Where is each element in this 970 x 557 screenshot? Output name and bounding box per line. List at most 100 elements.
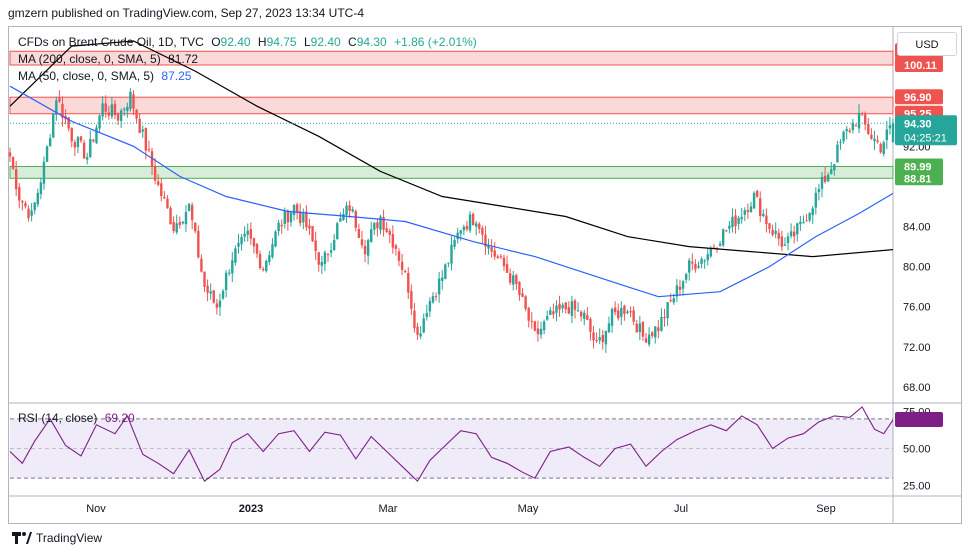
- time-tick-label: Sep: [816, 503, 836, 515]
- candle-body: [379, 216, 382, 230]
- candle-body: [650, 332, 654, 336]
- candle-body: [586, 315, 589, 320]
- price-tick-label: 72.00: [903, 342, 931, 354]
- candle-body: [224, 272, 228, 291]
- candle-body: [583, 312, 586, 319]
- rsi-line: [9, 406, 894, 482]
- candle-body: [848, 130, 851, 132]
- candle-body: [277, 222, 280, 232]
- candle-body: [521, 293, 524, 297]
- candle-body: [308, 225, 311, 229]
- candle-body: [549, 310, 552, 315]
- candle-body: [817, 189, 821, 193]
- candle-body: [879, 144, 882, 153]
- candle-body: [481, 227, 484, 235]
- candle-body: [416, 326, 419, 335]
- candle-body: [678, 286, 682, 290]
- candle-body: [502, 257, 506, 267]
- candle-body: [533, 321, 537, 331]
- candle-body: [231, 260, 234, 274]
- candles: [8, 88, 895, 353]
- candle-body: [471, 213, 475, 226]
- candle-body: [654, 326, 657, 338]
- candle-body: [413, 310, 416, 329]
- candle-body: [833, 164, 836, 171]
- candle-body: [755, 190, 759, 197]
- candle-body: [197, 230, 200, 258]
- candle-body: [867, 123, 870, 134]
- ma200-legend: MA (200, close, 0, SMA, 5) 81.72: [18, 52, 202, 66]
- candle-body: [826, 174, 830, 182]
- candle-body: [530, 320, 533, 322]
- candle-body: [505, 264, 509, 273]
- candle-body: [203, 271, 206, 287]
- candle-body: [570, 301, 574, 317]
- candle-body: [441, 277, 444, 281]
- candle-body: [783, 244, 787, 246]
- publisher-info: gmzern published on TradingView.com, Sep…: [8, 6, 364, 20]
- candle-body: [14, 169, 18, 190]
- candle-body: [228, 272, 231, 274]
- candle-body: [762, 213, 765, 217]
- candle-body: [851, 122, 855, 131]
- candle-body: [391, 234, 395, 248]
- candle-body: [422, 318, 425, 333]
- candle-body: [268, 255, 271, 263]
- candle-body: [638, 323, 642, 333]
- candle-body: [796, 223, 799, 235]
- ma50-legend: MA (50, close, 0, SMA, 5) 87.25: [18, 69, 195, 83]
- candle-body: [30, 210, 33, 216]
- candle-body: [542, 321, 546, 331]
- candle-body: [437, 278, 441, 295]
- candle-body: [728, 225, 731, 229]
- candle-body: [36, 192, 39, 205]
- candle-body: [370, 229, 373, 243]
- candle-body: [336, 223, 339, 239]
- candle-body: [299, 211, 302, 224]
- candle-body: [746, 209, 750, 212]
- candle-body: [842, 131, 845, 142]
- candle-body: [620, 307, 623, 317]
- candle-body: [58, 98, 61, 102]
- candle-body: [286, 210, 290, 223]
- candle-body: [752, 192, 756, 209]
- candle-body: [141, 129, 144, 132]
- price-tick-label: 68.00: [903, 382, 931, 394]
- rsi-value: 69.20: [104, 411, 135, 425]
- candle-body: [882, 142, 885, 154]
- candle-body: [394, 245, 398, 249]
- candle-body: [552, 311, 555, 315]
- candle-body: [181, 221, 185, 224]
- change-value: +1.86 (+2.01%): [394, 35, 477, 49]
- candle-body: [839, 141, 842, 143]
- candle-body: [261, 268, 265, 270]
- candle-body: [743, 210, 747, 215]
- candle-body: [487, 244, 490, 249]
- time-tick-label: Mar: [379, 503, 398, 515]
- candle-body: [870, 134, 873, 139]
- tradingview-logo[interactable]: TradingView: [12, 531, 102, 545]
- candle-body: [657, 327, 660, 332]
- candle-body: [468, 214, 472, 231]
- candle-body: [706, 254, 709, 261]
- candle-body: [484, 234, 487, 247]
- candle-body: [184, 211, 188, 225]
- candle-body: [42, 161, 46, 184]
- candle-body: [799, 221, 802, 225]
- candle-body: [382, 217, 385, 230]
- candle-body: [212, 290, 215, 303]
- candle-body: [802, 221, 805, 224]
- symbol-title: CFDs on Brent Crude Oil, 1D, TVC: [18, 35, 204, 49]
- candle-body: [823, 175, 827, 182]
- candle-body: [249, 229, 253, 239]
- candle-body: [836, 144, 839, 163]
- candle-body: [144, 128, 148, 151]
- candle-body: [666, 302, 669, 319]
- candle-body: [777, 232, 780, 239]
- candle-body: [669, 300, 672, 302]
- candle-body: [499, 256, 503, 258]
- currency-button[interactable]: USD: [897, 32, 957, 56]
- candle-body: [400, 261, 404, 270]
- candle-body: [55, 100, 58, 115]
